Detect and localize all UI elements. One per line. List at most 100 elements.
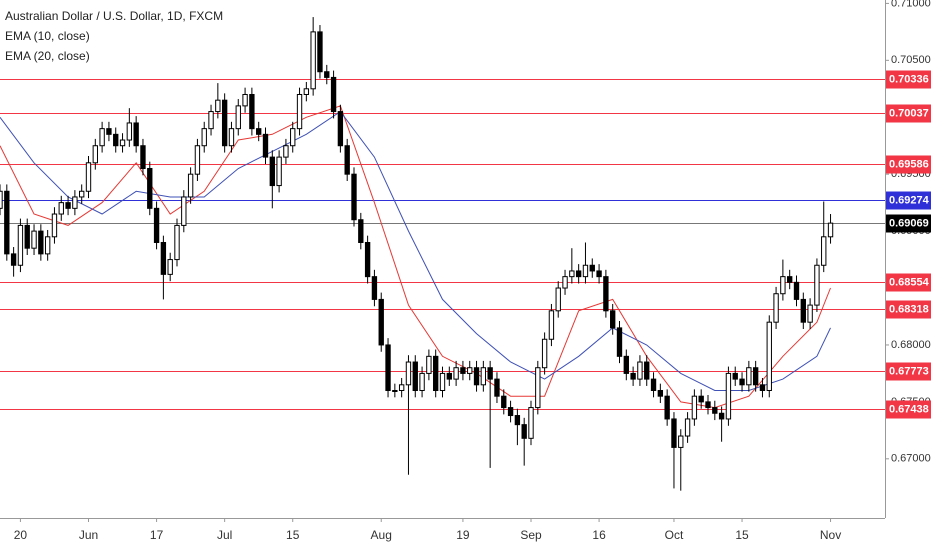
candle-body xyxy=(610,310,616,329)
price-level-label: 0.69274 xyxy=(889,194,930,206)
candle-body xyxy=(589,264,595,272)
candle-body xyxy=(460,367,466,374)
candle-body xyxy=(296,93,303,130)
x-tick-label: 19 xyxy=(456,528,470,542)
candle-body xyxy=(569,270,575,278)
candle-body xyxy=(644,361,650,380)
candle-body xyxy=(378,298,384,346)
candle-body xyxy=(705,401,711,409)
candle-body xyxy=(276,156,282,187)
candle-body xyxy=(235,105,241,130)
price-level-label: 0.70037 xyxy=(889,107,929,119)
candle-body xyxy=(718,412,725,420)
candle-body xyxy=(119,139,126,147)
candle-body xyxy=(167,259,173,275)
candle-body xyxy=(766,321,772,391)
candle-body xyxy=(657,389,664,397)
candle-body xyxy=(174,224,180,261)
candle-body xyxy=(582,264,589,278)
candle-body xyxy=(187,173,194,198)
price-level-label: 0.67773 xyxy=(889,365,929,377)
y-tick-label: 0.67000 xyxy=(891,453,931,465)
price-level-badge xyxy=(886,214,931,233)
price-level-badge xyxy=(886,400,931,419)
candle-body xyxy=(603,276,609,312)
candle-body xyxy=(439,372,446,391)
candle-body xyxy=(787,276,793,283)
candle-body xyxy=(85,162,92,192)
candle-body xyxy=(126,122,133,141)
x-tick-label: 16 xyxy=(592,528,606,542)
candle-body xyxy=(419,372,425,391)
candle-body xyxy=(446,372,452,380)
candle-body xyxy=(31,230,37,249)
candle-body xyxy=(351,173,357,221)
candle-body xyxy=(691,395,698,420)
price-level-badge xyxy=(886,273,931,292)
price-level-label: 0.68318 xyxy=(889,303,929,315)
candle-body xyxy=(821,236,827,266)
price-level-label: 0.67438 xyxy=(889,403,929,415)
candle-body xyxy=(208,111,214,130)
candle-body xyxy=(147,167,153,209)
candle-body xyxy=(221,99,228,147)
candle-body xyxy=(58,202,64,215)
candle-body xyxy=(310,31,316,90)
candle-body xyxy=(133,122,139,147)
candle-body xyxy=(65,202,71,209)
candle-body xyxy=(290,128,296,147)
candle-body xyxy=(623,355,629,374)
candle-body xyxy=(303,88,310,95)
candle-body xyxy=(555,287,561,312)
candle-body xyxy=(426,355,432,374)
candle-body xyxy=(562,276,568,289)
candle-body xyxy=(51,213,58,238)
candle-body xyxy=(480,367,487,386)
legend-entry: EMA (20, close) xyxy=(5,49,90,63)
candle-body xyxy=(698,395,704,403)
candle-body xyxy=(405,361,412,386)
candle-body xyxy=(92,145,98,164)
candle-body xyxy=(739,378,745,386)
candle-body xyxy=(44,236,51,255)
candle-body xyxy=(283,145,289,158)
candle-body xyxy=(262,133,269,158)
legend-entry: EMA (10, close) xyxy=(5,29,90,43)
candle-body xyxy=(371,276,378,300)
candle-body xyxy=(746,367,752,386)
candle-body xyxy=(800,298,806,323)
candle-body xyxy=(24,224,30,249)
candle-body xyxy=(616,327,623,357)
candle-body xyxy=(453,367,459,380)
candle-body xyxy=(814,264,820,306)
candle-body xyxy=(113,133,119,147)
candle-body xyxy=(72,196,78,209)
price-level-badge xyxy=(886,300,931,319)
x-tick-label: Jul xyxy=(217,528,232,542)
candle-body xyxy=(392,389,398,392)
x-tick-label: Oct xyxy=(665,528,684,542)
x-tick-label: Sep xyxy=(520,528,542,542)
candle-body xyxy=(473,367,480,386)
candle-body xyxy=(514,415,521,426)
ema-line xyxy=(0,110,831,391)
candle-body xyxy=(4,190,10,255)
candle-body xyxy=(269,156,275,187)
x-tick-label: 15 xyxy=(735,528,749,542)
price-level-label: 0.69069 xyxy=(889,217,929,229)
plot-area xyxy=(0,17,885,491)
candle-body xyxy=(10,253,17,266)
candle-body xyxy=(385,344,391,391)
candle-body xyxy=(725,372,732,420)
candle-body xyxy=(201,128,207,147)
candle-body xyxy=(793,281,800,300)
y-tick-label: 0.70500 xyxy=(891,54,931,66)
candle-body xyxy=(759,384,766,391)
candle-body xyxy=(712,407,718,414)
candle-body xyxy=(521,424,527,439)
candle-body xyxy=(153,207,160,243)
candle-body xyxy=(0,190,3,209)
candle-body xyxy=(575,270,582,278)
candle-body xyxy=(324,71,330,78)
